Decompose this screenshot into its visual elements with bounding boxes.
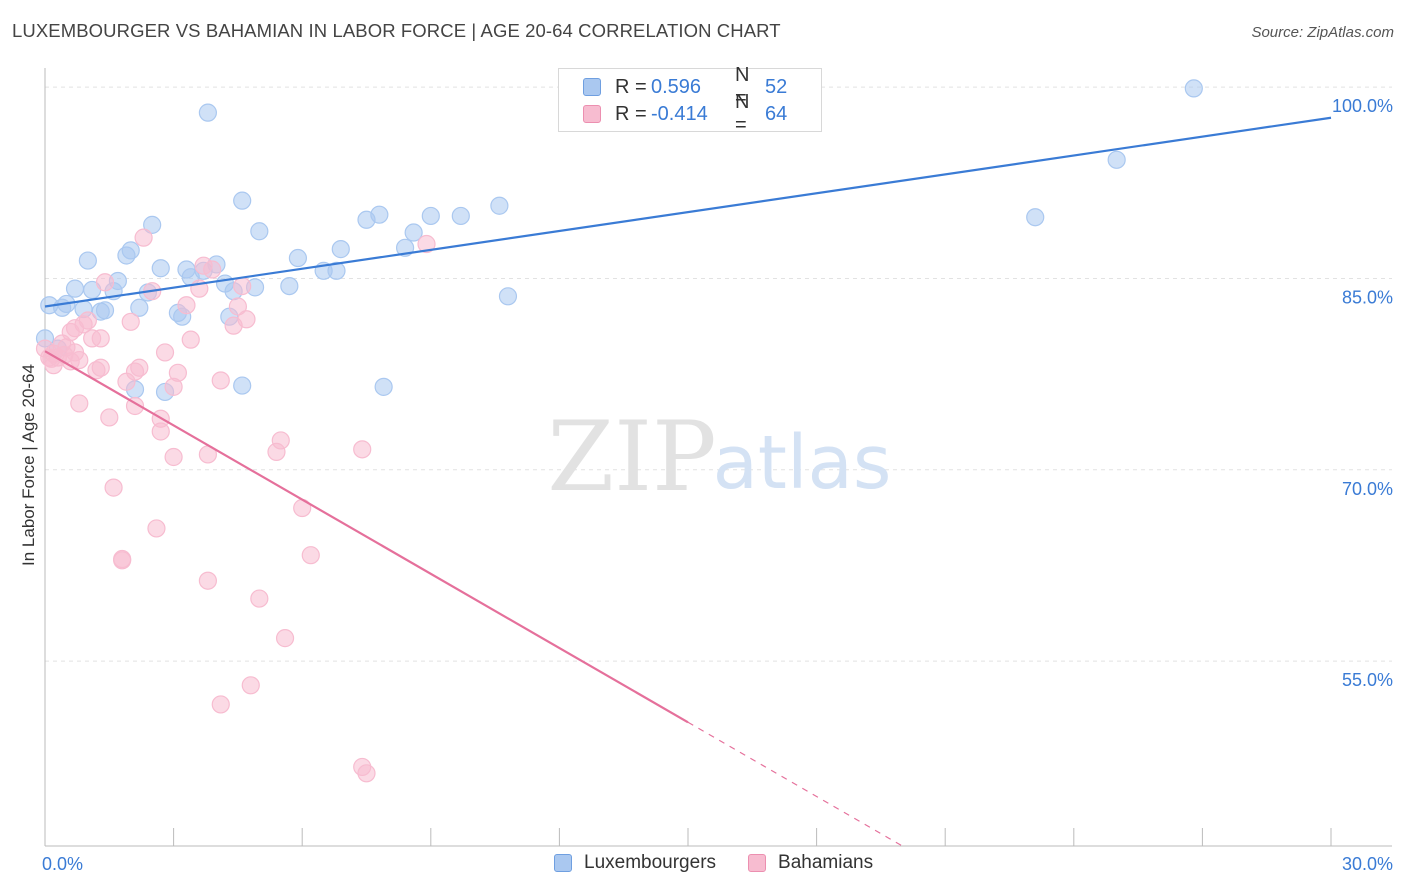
gridlines — [45, 86, 1392, 662]
watermark-zip: ZIP — [547, 401, 716, 513]
legend-row-luxembourgers: R = 0.596 N = 52 — [583, 64, 788, 109]
data-point — [288, 248, 308, 268]
data-point — [1026, 208, 1045, 227]
data-point — [417, 234, 436, 254]
legend-label-bahamians: Bahamians — [778, 852, 874, 873]
series-legend: Luxembourgers Bahamians — [554, 852, 905, 874]
watermark-atlas: atlas — [713, 420, 892, 506]
data-point — [134, 228, 153, 247]
data-point — [168, 363, 187, 382]
data-point — [104, 478, 123, 497]
data-point — [130, 358, 149, 377]
data-point — [275, 629, 295, 648]
data-point — [121, 241, 140, 260]
data-point — [331, 240, 350, 259]
data-point — [130, 298, 149, 317]
data-point — [198, 571, 217, 590]
data-point — [498, 287, 518, 306]
data-point — [228, 297, 247, 316]
x-tick-label: 30.0% — [1342, 854, 1393, 874]
data-point — [250, 589, 269, 608]
data-point — [301, 546, 320, 565]
data-point — [198, 103, 217, 122]
data-point — [70, 394, 89, 413]
chart-title: LUXEMBOURGER VS BAHAMIAN IN LABOR FORCE … — [12, 20, 781, 41]
watermark: ZIP atlas — [547, 401, 891, 513]
legend-n-value-luxembourgers: 52 — [765, 75, 788, 98]
data-point — [100, 408, 119, 427]
trend-line-luxembourgers — [44, 116, 1332, 308]
legend-r-value-bahamians: -0.414 — [651, 102, 708, 125]
data-point — [91, 358, 110, 377]
data-point — [1184, 79, 1203, 98]
legend-n-label: N = — [735, 91, 750, 136]
data-point — [177, 296, 196, 315]
y-tick-label: 55.0% — [1342, 670, 1393, 690]
data-point — [164, 447, 183, 467]
data-point — [78, 251, 97, 270]
trend-line-bahamians — [44, 350, 689, 724]
correlation-legend: R = 0.596 N = 52 R = -0.414 N = 64 — [558, 64, 822, 136]
y-axis-label: In Labor Force | Age 20-64 — [19, 364, 38, 566]
legend-item-luxembourgers[interactable]: Luxembourgers — [554, 852, 716, 874]
data-point — [353, 440, 372, 459]
legend-swatch-bahamians — [748, 854, 767, 872]
data-point — [374, 377, 393, 396]
data-point — [95, 301, 115, 320]
data-point — [421, 206, 440, 226]
data-point — [147, 519, 166, 538]
data-point — [1107, 150, 1126, 169]
data-point — [451, 206, 470, 226]
data-point — [280, 276, 299, 296]
data-point — [490, 196, 509, 215]
data-point — [211, 695, 230, 714]
data-point — [211, 371, 230, 390]
data-point — [271, 431, 290, 450]
legend-n-value-bahamians: 64 — [765, 102, 788, 125]
x-tick-label: 0.0% — [42, 854, 83, 874]
data-point — [78, 311, 97, 330]
legend-swatch-bahamians — [583, 105, 601, 123]
data-point — [250, 222, 269, 241]
data-point — [370, 205, 389, 224]
legend-n-label: N = — [735, 64, 750, 109]
data-point — [241, 676, 260, 695]
data-point — [233, 276, 252, 296]
data-point — [155, 343, 175, 362]
legend-r-value-luxembourgers: 0.596 — [651, 75, 702, 98]
data-point — [181, 330, 200, 349]
data-point — [143, 215, 162, 234]
data-point — [151, 259, 170, 278]
legend-label-luxembourgers: Luxembourgers — [584, 852, 717, 873]
data-point — [357, 764, 376, 783]
data-point — [95, 273, 115, 292]
data-point — [404, 223, 423, 242]
data-point — [203, 260, 222, 279]
data-point — [233, 376, 252, 395]
data-point — [113, 551, 132, 570]
y-tick-label: 70.0% — [1342, 479, 1393, 499]
tick-labels: 100.0% 85.0% 70.0% 55.0% 0.0% 30.0% — [42, 96, 1393, 874]
legend-item-bahamians[interactable]: Bahamians — [748, 852, 873, 874]
data-point — [55, 345, 74, 365]
y-tick-label: 100.0% — [1332, 96, 1393, 116]
data-point — [91, 329, 110, 348]
data-point — [121, 312, 140, 331]
legend-swatch-luxembourgers — [554, 854, 572, 872]
data-point — [233, 191, 252, 210]
legend-r-label: R = — [615, 102, 647, 125]
axes — [44, 68, 1392, 847]
legend-row-bahamians: R = -0.414 N = 64 — [583, 91, 788, 136]
trend-lines — [44, 116, 1332, 847]
legend-swatch-luxembourgers — [583, 78, 601, 96]
legend-r-label: R = — [615, 75, 647, 98]
y-tick-label: 85.0% — [1342, 287, 1393, 307]
series-luxembourgers — [35, 79, 1203, 402]
data-point — [327, 261, 346, 280]
data-point — [237, 310, 256, 329]
data-point — [65, 279, 85, 298]
trend-line-extension — [687, 721, 903, 847]
source-label: Source: ZipAtlas.com — [1251, 24, 1394, 41]
